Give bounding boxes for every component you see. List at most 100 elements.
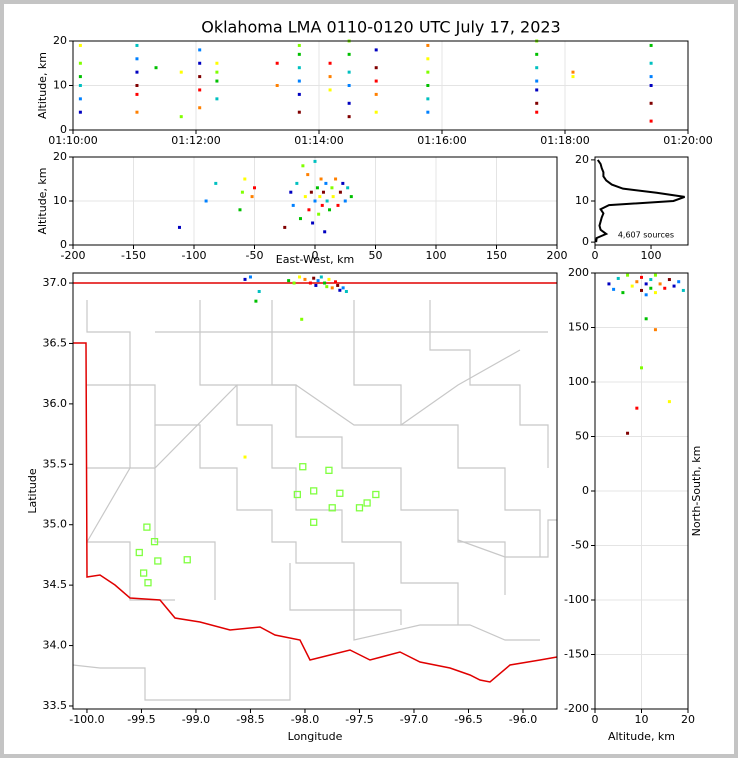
x-axis-label: Longitude	[288, 730, 343, 743]
source-point	[426, 110, 430, 114]
x-tick-label: -96.5	[454, 713, 482, 726]
source-point	[311, 221, 315, 225]
source-point	[291, 203, 295, 207]
station	[336, 489, 344, 497]
source-point	[374, 92, 378, 96]
x-tick-label: -100.0	[69, 713, 104, 726]
x-tick-label: -50	[246, 249, 264, 262]
source-point	[275, 61, 279, 65]
source-point	[135, 84, 139, 87]
source-point	[297, 43, 301, 47]
source-point	[649, 75, 653, 79]
source-point	[341, 286, 345, 290]
source-point	[243, 177, 247, 181]
x-tick-label: 200	[547, 249, 568, 262]
source-point	[179, 115, 183, 119]
source-point	[626, 431, 630, 435]
source-point	[672, 284, 676, 288]
plot-frame	[72, 156, 558, 246]
y-tick-label: 35.0	[43, 518, 68, 531]
source-point	[297, 79, 301, 83]
x-tick-label: -100	[182, 249, 207, 262]
map-layer	[72, 282, 558, 701]
source-point	[301, 164, 305, 168]
source-point	[215, 61, 219, 65]
source-point	[571, 70, 575, 74]
y-tick-label: 0	[582, 235, 589, 248]
x-tick-label: 50	[369, 249, 383, 262]
source-point	[250, 195, 254, 199]
source-point	[297, 110, 301, 114]
source-point	[374, 48, 378, 52]
source-point	[640, 366, 643, 370]
y-axis-label: Latitude	[26, 468, 39, 514]
source-point	[535, 52, 539, 56]
station	[363, 499, 371, 507]
y-tick-label: 34.5	[43, 578, 68, 591]
station	[144, 579, 152, 587]
y-tick-label: 20	[53, 34, 67, 47]
x-tick-label: -97.5	[345, 713, 373, 726]
source-point	[346, 186, 350, 190]
y-tick-label: 35.5	[43, 457, 68, 470]
x-tick-label: 100	[426, 249, 447, 262]
source-point	[248, 275, 252, 279]
station	[355, 504, 364, 512]
source-point	[621, 291, 625, 295]
source-point	[347, 101, 351, 105]
source-point	[640, 275, 643, 279]
station	[299, 463, 307, 471]
x-tick-label: 10	[635, 713, 649, 726]
source-point	[298, 275, 302, 279]
y-tick-label: 0	[582, 484, 589, 497]
source-point	[347, 52, 351, 56]
y-tick-label: 10	[575, 194, 589, 207]
source-point	[297, 92, 301, 96]
source-point	[319, 177, 323, 181]
source-point	[238, 208, 242, 212]
source-point	[347, 115, 351, 119]
source-point	[640, 288, 643, 292]
x-tick-label: 01:14:00	[294, 134, 343, 147]
source-point	[653, 328, 657, 332]
y-tick-label: 20	[53, 150, 67, 163]
source-point	[323, 281, 327, 285]
plot-frame	[72, 40, 689, 131]
source-point	[658, 282, 662, 286]
x-tick-label: 01:16:00	[417, 134, 466, 147]
source-point	[297, 52, 301, 56]
source-point	[331, 195, 335, 199]
source-point	[215, 97, 219, 101]
source-point	[154, 66, 158, 70]
source-point	[635, 280, 639, 284]
source-point	[321, 190, 325, 194]
source-point	[328, 88, 332, 92]
y-tick-label: 36.0	[43, 397, 68, 410]
x-tick-label: -99.5	[127, 713, 155, 726]
figure-background	[4, 4, 734, 754]
source-point	[338, 288, 342, 292]
source-point	[308, 281, 312, 285]
source-point	[78, 110, 82, 114]
source-point	[334, 177, 338, 181]
station	[135, 548, 143, 557]
y-tick-label: 20	[575, 153, 589, 166]
source-point	[330, 186, 334, 190]
source-point	[295, 181, 299, 185]
source-point	[289, 190, 293, 194]
source-point	[644, 293, 648, 297]
source-point	[198, 106, 202, 110]
source-point	[649, 286, 653, 290]
source-point	[347, 70, 351, 74]
y-tick-label: 100	[568, 375, 589, 388]
source-point	[313, 159, 317, 163]
source-point	[315, 186, 319, 190]
source-point	[343, 199, 347, 203]
source-point	[630, 284, 634, 288]
x-tick-label: 100	[641, 249, 662, 262]
source-point	[426, 97, 430, 101]
x-axis-label: Altitude, km	[608, 730, 675, 743]
source-point	[214, 181, 218, 185]
source-point	[328, 75, 332, 79]
